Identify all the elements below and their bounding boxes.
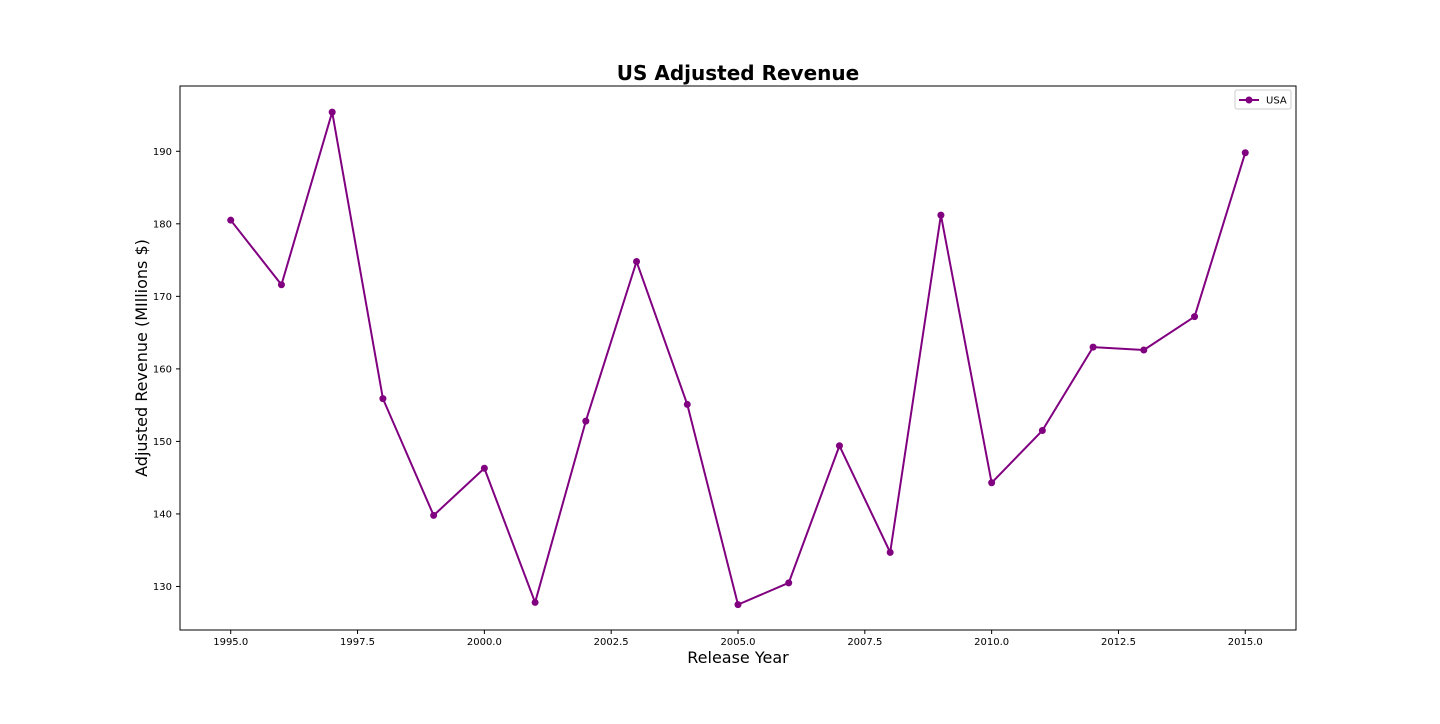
y-axis: 130 140 150 160 170 180 190 [153,147,180,593]
data-point [328,108,336,116]
data-point [531,598,539,606]
data-point [1038,427,1046,435]
x-tick-label: 2000.0 [467,637,502,648]
data-point [379,395,387,403]
y-tick-label: 180 [153,219,172,230]
data-point [1241,149,1249,157]
data-point [886,548,894,556]
legend-label: USA [1266,96,1287,107]
data-point [785,579,793,587]
legend-box [1234,89,1292,110]
x-tick-label: 1995.0 [213,637,248,648]
data-point [277,281,285,289]
data-point [430,511,438,519]
y-tick-label: 160 [153,364,172,375]
x-tick-label: 2005.0 [721,637,756,648]
data-point [480,464,488,472]
y-tick-label: 130 [153,582,172,593]
legend: USA [1234,89,1292,110]
x-tick-label: 2015.0 [1228,637,1263,648]
legend-marker [1245,96,1253,104]
data-point [1191,313,1199,321]
data-point [633,258,641,266]
x-tick-label: 2002.5 [594,637,629,648]
data-point [1089,343,1097,351]
x-tick-label: 2010.0 [974,637,1009,648]
x-axis-label: Release Year [687,648,789,667]
data-point [835,442,843,450]
data-point [227,216,235,224]
x-tick-label: 2007.5 [847,637,882,648]
plot-frame [179,85,1297,631]
series-line [229,111,1247,606]
y-axis-label: Adjusted Revenue (MIllions $) [132,239,151,477]
x-tick-label: 1997.5 [340,637,375,648]
y-tick-label: 190 [153,147,172,158]
chart-title: US Adjusted Revenue [617,61,859,85]
plot-area [179,85,1297,631]
x-tick-label: 2012.5 [1101,637,1136,648]
y-tick-label: 140 [153,509,172,520]
data-point [1140,346,1148,354]
series-usa [227,108,1249,609]
data-point [988,479,996,487]
y-tick-label: 150 [153,437,172,448]
data-point [937,211,945,219]
data-point [582,417,590,425]
y-tick-label: 170 [153,292,172,303]
data-point [683,400,691,408]
data-point [734,601,742,609]
series-layer [227,108,1249,609]
x-axis: 1995.0 1997.5 2000.0 2002.5 2005.0 2007.5 2010… [213,630,1263,648]
